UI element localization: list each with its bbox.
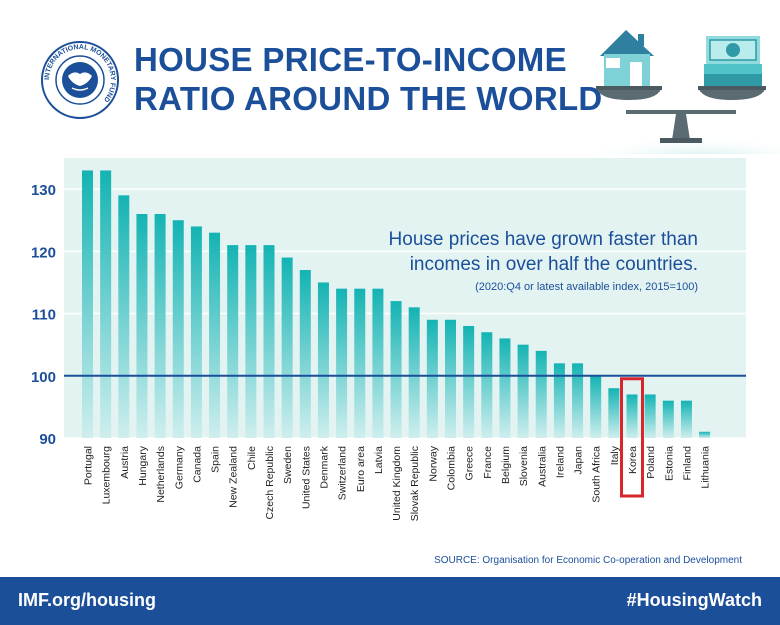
x-tick-label: Canada xyxy=(191,446,203,483)
bar-luxembourg xyxy=(100,170,112,438)
source-note: SOURCE: Organisation for Economic Co-ope… xyxy=(434,555,742,566)
header: INTERNATIONAL MONETARY FUND HOUSE PRICE-… xyxy=(0,0,780,154)
bar-colombia xyxy=(445,319,456,438)
bar-spain xyxy=(209,232,221,438)
annotation-line-2: incomes in over half the countries. xyxy=(410,254,698,275)
x-tick-label: United Kingdom xyxy=(391,446,403,521)
bar-lithuania xyxy=(699,431,711,438)
x-tick-label: Finland xyxy=(681,446,693,481)
x-tick-label: Estonia xyxy=(663,446,675,481)
x-axis-labels: Portugal Luxembourg Austria Hungary Netherla… xyxy=(83,445,712,521)
x-tick-label: Portugal xyxy=(83,446,95,485)
x-tick-label: Japan xyxy=(573,446,585,475)
x-tick-label: Germany xyxy=(173,445,185,489)
chart-area: 90 100 110 120 130 Portugal Luxembourg Austria… xyxy=(0,140,780,577)
y-tick-label: 120 xyxy=(31,244,56,261)
footer-hashtag[interactable]: #HousingWatch xyxy=(626,590,762,610)
bar-netherlands xyxy=(154,214,166,438)
bar-estonia xyxy=(662,400,674,438)
x-tick-label: Euro area xyxy=(355,446,367,492)
bar-new-zealand xyxy=(227,245,239,438)
page-title: HOUSE PRICE-TO-INCOME RATIO AROUND THE W… xyxy=(134,40,603,118)
x-tick-label: Colombia xyxy=(446,446,458,491)
y-axis-labels: 90 100 110 120 130 xyxy=(31,182,56,448)
imf-logo: INTERNATIONAL MONETARY FUND xyxy=(41,41,119,119)
bars xyxy=(82,170,711,438)
bar-canada xyxy=(190,226,202,438)
x-tick-label: United States xyxy=(300,446,312,509)
footer: IMF.org/housing #HousingWatch xyxy=(0,577,780,625)
bar-chile xyxy=(245,245,257,438)
bar-korea xyxy=(626,394,638,438)
bar-germany xyxy=(172,220,184,438)
bar-greece xyxy=(463,326,475,438)
y-tick-label: 110 xyxy=(32,307,56,324)
bar-poland xyxy=(644,394,656,438)
bar-japan xyxy=(572,363,584,438)
y-tick-label: 90 xyxy=(39,431,56,448)
bar-hungary xyxy=(136,214,148,438)
bar-switzerland xyxy=(336,288,348,438)
x-tick-label: Ireland xyxy=(554,446,566,478)
x-tick-label: Spain xyxy=(210,446,222,473)
x-tick-label: Italy xyxy=(609,445,621,465)
x-tick-label: Hungary xyxy=(137,445,149,485)
x-tick-label: Denmark xyxy=(318,445,330,488)
bar-south-africa xyxy=(590,375,602,438)
bar-finland xyxy=(680,400,692,438)
title-line-2: RATIO AROUND THE WORLD xyxy=(134,80,603,117)
y-tick-label: 130 xyxy=(31,182,56,199)
x-tick-label: France xyxy=(482,446,494,479)
house-icon xyxy=(600,30,654,86)
x-tick-label: Lithuania xyxy=(700,446,712,489)
y-tick-label: 100 xyxy=(31,369,56,386)
bar-denmark xyxy=(317,282,329,438)
bar-euro-area xyxy=(354,288,366,438)
money-icon xyxy=(704,36,762,86)
x-tick-label: Slovak Republic xyxy=(409,446,421,521)
x-tick-label: South Africa xyxy=(591,446,603,503)
bar-united-states xyxy=(299,270,311,438)
x-tick-label: Netherlands xyxy=(155,446,167,503)
x-tick-label: Belgium xyxy=(500,446,512,484)
x-tick-label: Switzerland xyxy=(337,446,349,500)
bar-sweden xyxy=(281,257,293,438)
annotation-subtitle: (2020:Q4 or latest available index, 2015… xyxy=(475,281,698,293)
bar-slovenia xyxy=(517,344,529,438)
x-tick-label: Austria xyxy=(119,446,131,479)
bar-chart: 90 100 110 120 130 Portugal Luxembourg Austria… xyxy=(31,158,746,521)
annotation-line-1: House prices have grown faster than xyxy=(389,229,698,250)
bar-france xyxy=(481,332,493,438)
title-line-1: HOUSE PRICE-TO-INCOME xyxy=(134,41,567,78)
korea-highlight-box xyxy=(620,377,644,498)
bar-australia xyxy=(535,350,547,438)
x-tick-label: Latvia xyxy=(373,446,385,474)
x-tick-label: Norway xyxy=(427,445,439,481)
bar-italy xyxy=(608,388,620,438)
footer-link[interactable]: IMF.org/housing xyxy=(18,590,156,610)
bar-slovak-republic xyxy=(408,307,420,438)
bar-norway xyxy=(426,319,438,438)
x-tick-label: Chile xyxy=(246,446,258,470)
x-tick-label: Luxembourg xyxy=(101,446,113,505)
x-tick-label: Slovenia xyxy=(518,446,530,486)
x-tick-label: New Zealand xyxy=(228,446,240,508)
bar-latvia xyxy=(372,288,384,438)
bar-austria xyxy=(118,195,130,438)
x-tick-label: Sweden xyxy=(282,446,294,484)
bar-ireland xyxy=(553,363,565,438)
bar-united-kingdom xyxy=(390,301,402,438)
bar-belgium xyxy=(499,338,511,438)
chart-annotation: House prices have grown faster than inco… xyxy=(389,229,698,293)
x-tick-label: Poland xyxy=(645,446,657,479)
x-tick-label: Greece xyxy=(464,446,476,481)
x-tick-label: Australia xyxy=(536,446,548,487)
balance-scale-illustration xyxy=(580,30,780,154)
x-tick-label: Czech Republic xyxy=(264,446,276,520)
bar-czech-republic xyxy=(263,245,275,438)
x-tick-label: Korea xyxy=(627,446,639,474)
bar-portugal xyxy=(82,170,93,438)
